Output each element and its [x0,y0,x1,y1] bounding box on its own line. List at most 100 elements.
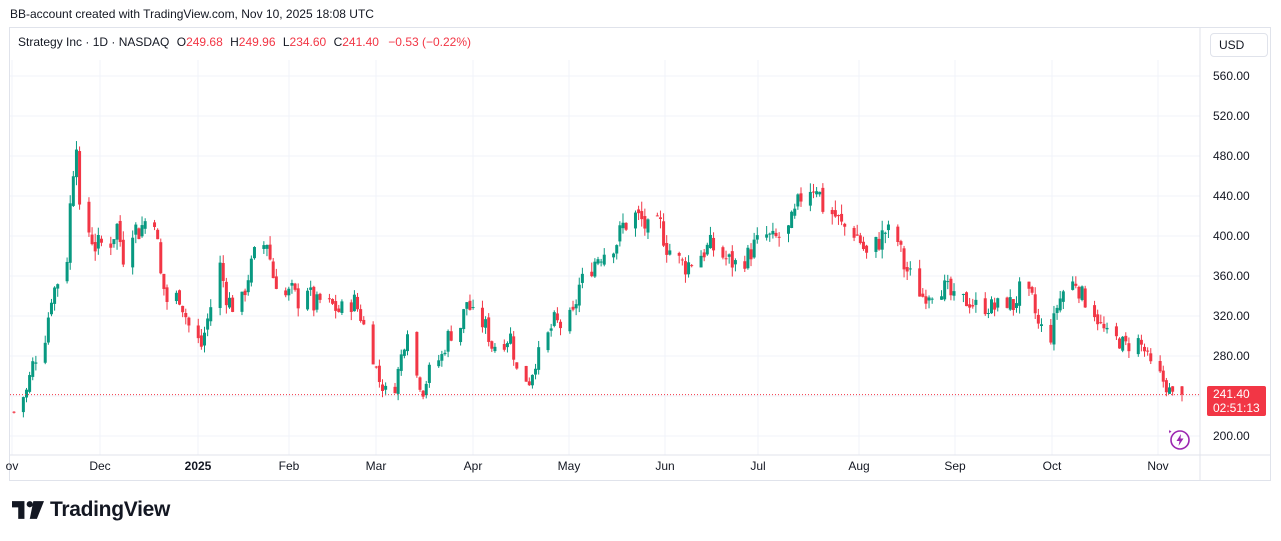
time-tick-label: Feb [279,459,300,473]
candle-body [733,260,737,265]
candle-body [1121,336,1125,351]
price-tick-label: 280.00 [1213,349,1250,363]
candle-body [1180,386,1184,395]
candle-body [593,261,597,277]
candle-body [271,261,275,279]
candle-body [377,365,381,383]
candle-body [590,271,594,277]
chart-frame[interactable] [9,27,1271,481]
price-tick-label: 560.00 [1213,69,1250,83]
candle-body [680,259,684,261]
candle-body [986,312,990,314]
candle-body [480,307,484,328]
symbol-line[interactable]: Strategy Inc · 1D · NASDAQ [18,35,170,49]
candles [12,141,1184,418]
candle-body [927,297,931,301]
candle-body [874,236,878,252]
candle-body [836,215,840,217]
candle-body [690,265,694,267]
candle-body [109,243,113,248]
time-tick-label: 2025 [185,459,212,473]
candle-body [231,297,235,312]
candle-body [727,254,731,257]
candle-body [708,234,712,249]
candle-body [830,209,834,215]
candle-body [318,293,322,300]
time-tick-label: Jun [655,459,674,473]
high-value: 249.96 [238,35,276,49]
candle-body [274,276,278,289]
candle-body [115,223,119,240]
candle-body [665,242,669,255]
candle-body [943,280,947,300]
time-tick-label: Sep [944,459,966,473]
candle-body [534,368,538,375]
candle-body [515,362,519,369]
price-tick-label: 520.00 [1213,109,1250,123]
candle-body [1093,305,1097,318]
candle-body [768,233,772,235]
candle-body [153,222,157,227]
candle-body [87,201,91,233]
candle-body [243,290,247,296]
candle-body [1011,299,1015,311]
candle-body [655,215,659,217]
candle-body [865,245,869,253]
candle-body [577,284,581,306]
candle-body [702,252,706,258]
candle-body [646,219,650,233]
candle-body [484,319,488,328]
candle-body [1124,335,1128,342]
candle-body [143,221,147,229]
currency-button[interactable]: USD [1210,33,1268,57]
candle-body [462,309,466,330]
candle-body [771,230,775,235]
candle-body [1161,370,1165,382]
price-tick-label: 360.00 [1213,269,1250,283]
candle-body [777,236,781,238]
tradingview-logo[interactable]: TradingView [12,498,170,522]
candle-body [421,390,425,397]
candle-body [552,312,556,326]
candle-body [1039,324,1043,326]
price-tick-label: 440.00 [1213,189,1250,203]
candle-body [618,225,622,242]
candle-body [502,344,506,350]
candle-body [968,304,972,308]
candle-body [162,273,166,289]
candle-body [96,234,100,249]
time-tick-label: Oct [1043,459,1062,473]
candle-body [549,328,553,331]
high-key: H [230,35,239,49]
candle-body [252,247,256,259]
grid [10,60,1200,455]
candle-body [749,249,753,260]
price-tick-label: 320.00 [1213,309,1250,323]
candle-body [181,305,185,313]
candle-body [293,283,297,290]
candle-body [640,211,644,220]
candle-body [1096,314,1100,325]
candle-body [1049,324,1053,343]
candle-body [290,282,294,286]
candle-body [537,347,541,370]
candle-body [187,317,191,326]
countdown-timer: 02:51:13 [1213,401,1260,415]
candle-body [530,374,534,386]
candle-body [218,262,222,308]
candle-body [381,384,385,391]
candle-body [349,302,353,312]
candle-body [468,300,472,310]
candle-body [852,227,856,238]
candle-body [424,383,428,396]
candle-body [1030,287,1034,293]
candle-body [815,191,819,195]
time-tick-label: Mar [366,459,387,473]
lightning-icon[interactable] [1168,429,1191,451]
candle-body [752,239,756,258]
candle-body [121,239,125,265]
candle-body [137,228,141,240]
candle-body [512,336,516,360]
open-key: O [176,35,187,49]
